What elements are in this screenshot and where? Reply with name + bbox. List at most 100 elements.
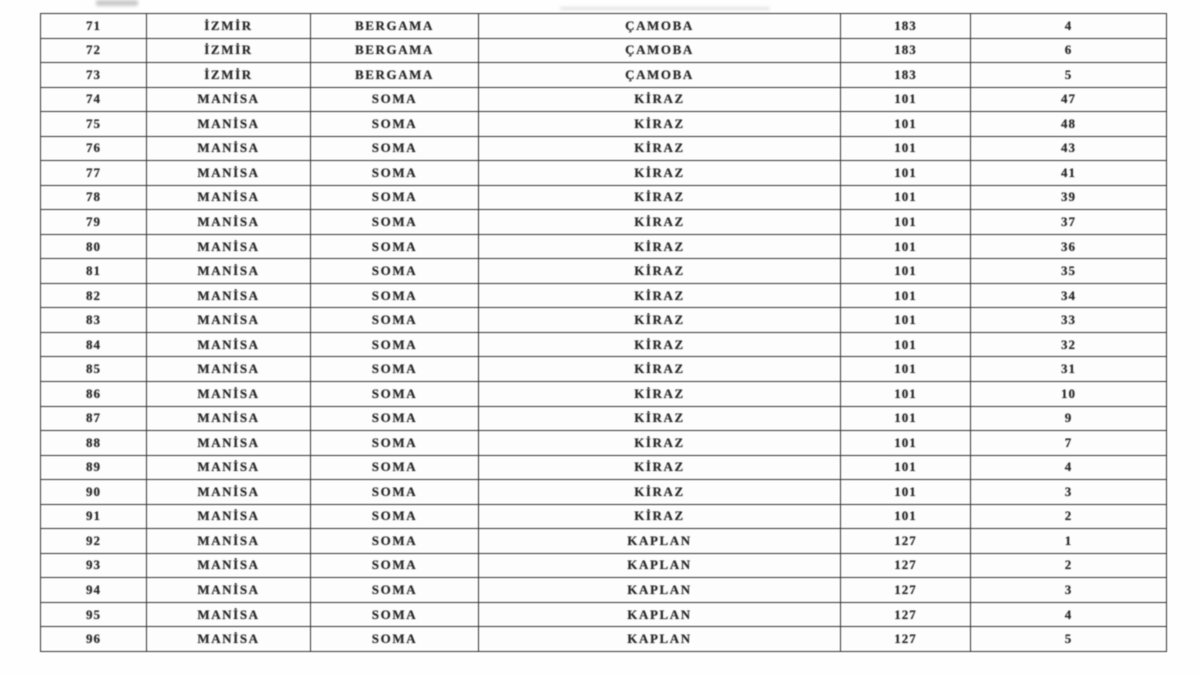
cell-village: KİRAZ — [478, 111, 841, 137]
table-row: 76 MANİSA SOMA KİRAZ 101 43 — [40, 135, 1167, 162]
cell-province: MANİSA — [146, 626, 311, 652]
cell-row-number: 87 — [40, 405, 147, 432]
cell-count: 39 — [970, 184, 1167, 211]
cell-row-number: 80 — [40, 233, 147, 260]
data-table: 71 İZMİR BERGAMA ÇAMOBA 183 4 72 İZMİR BERGAMA ÇA… — [40, 13, 1167, 652]
cell-row-number: 77 — [40, 160, 147, 186]
cell-district: SOMA — [310, 282, 479, 309]
table-row: 96 MANİSA SOMA KAPLAN 127 5 — [40, 626, 1167, 652]
cell-district: SOMA — [310, 577, 479, 603]
table-row: 93 MANİSA SOMA KAPLAN 127 2 — [40, 552, 1167, 579]
table-row: 79 MANİSA SOMA KİRAZ 101 37 — [40, 209, 1167, 235]
cell-village: KİRAZ — [478, 258, 841, 284]
cell-row-number: 71 — [40, 13, 147, 39]
cell-code: 101 — [840, 258, 971, 284]
cell-village: ÇAMOBA — [478, 13, 841, 39]
cell-district: SOMA — [310, 233, 479, 260]
cell-province: MANİSA — [146, 601, 311, 628]
table-row: 95 MANİSA SOMA KAPLAN 127 4 — [40, 601, 1167, 628]
cell-row-number: 83 — [40, 307, 147, 333]
cell-province: MANİSA — [146, 135, 311, 162]
cell-province: MANİSA — [146, 282, 311, 309]
cell-province: MANİSA — [146, 356, 311, 382]
cell-village: ÇAMOBA — [478, 62, 841, 88]
cell-district: SOMA — [310, 405, 479, 432]
cell-count: 35 — [970, 258, 1167, 284]
cell-district: SOMA — [310, 626, 479, 652]
cell-row-number: 79 — [40, 209, 147, 235]
cell-province: MANİSA — [146, 233, 311, 260]
cell-count: 10 — [970, 380, 1167, 407]
cell-village: KİRAZ — [478, 233, 841, 260]
cell-village: KİRAZ — [478, 503, 841, 530]
table-row: 86 MANİSA SOMA KİRAZ 101 10 — [40, 380, 1167, 407]
table-row: 91 MANİSA SOMA KİRAZ 101 2 — [40, 503, 1167, 530]
cell-count: 34 — [970, 282, 1167, 309]
cell-row-number: 90 — [40, 479, 147, 505]
cell-row-number: 96 — [40, 626, 147, 652]
cell-count: 3 — [970, 479, 1167, 505]
cell-count: 32 — [970, 331, 1167, 358]
cell-row-number: 72 — [40, 37, 147, 64]
cell-code: 127 — [840, 601, 971, 628]
table-row: 83 MANİSA SOMA KİRAZ 101 33 — [40, 307, 1167, 333]
cell-province: MANİSA — [146, 184, 311, 211]
cell-row-number: 74 — [40, 86, 147, 113]
cell-district: BERGAMA — [310, 62, 479, 88]
cell-code: 101 — [840, 86, 971, 113]
cell-row-number: 95 — [40, 601, 147, 628]
cell-province: İZMİR — [146, 62, 311, 88]
table-row: 88 MANİSA SOMA KİRAZ 101 7 — [40, 430, 1167, 456]
table-row: 75 MANİSA SOMA KİRAZ 101 48 — [40, 111, 1167, 137]
table-row: 90 MANİSA SOMA KİRAZ 101 3 — [40, 479, 1167, 505]
cell-district: SOMA — [310, 430, 479, 456]
table-row: 92 MANİSA SOMA KAPLAN 127 1 — [40, 528, 1167, 554]
cell-count: 1 — [970, 528, 1167, 554]
cell-district: SOMA — [310, 552, 479, 579]
cell-province: MANİSA — [146, 479, 311, 505]
table-row: 80 MANİSA SOMA KİRAZ 101 36 — [40, 233, 1167, 260]
cell-code: 101 — [840, 307, 971, 333]
cell-district: SOMA — [310, 160, 479, 186]
cell-district: BERGAMA — [310, 13, 479, 39]
cell-code: 101 — [840, 135, 971, 162]
cell-district: SOMA — [310, 528, 479, 554]
table-row: 71 İZMİR BERGAMA ÇAMOBA 183 4 — [40, 13, 1167, 39]
cell-district: SOMA — [310, 111, 479, 137]
cell-province: MANİSA — [146, 430, 311, 456]
scan-smudge — [96, 0, 138, 6]
cell-village: KAPLAN — [478, 577, 841, 603]
cell-village: KİRAZ — [478, 454, 841, 481]
cell-district: SOMA — [310, 135, 479, 162]
cell-district: SOMA — [310, 86, 479, 113]
cell-code: 101 — [840, 380, 971, 407]
cell-district: SOMA — [310, 380, 479, 407]
cell-village: KAPLAN — [478, 601, 841, 628]
cell-row-number: 75 — [40, 111, 147, 137]
table-row: 89 MANİSA SOMA KİRAZ 101 4 — [40, 454, 1167, 481]
cell-district: SOMA — [310, 209, 479, 235]
table-row: 94 MANİSA SOMA KAPLAN 127 3 — [40, 577, 1167, 603]
cell-village: KİRAZ — [478, 160, 841, 186]
cell-count: 4 — [970, 454, 1167, 481]
table-row: 73 İZMİR BERGAMA ÇAMOBA 183 5 — [40, 62, 1167, 88]
cell-row-number: 94 — [40, 577, 147, 603]
table-row: 72 İZMİR BERGAMA ÇAMOBA 183 6 — [40, 37, 1167, 64]
cell-row-number: 76 — [40, 135, 147, 162]
cell-village: KİRAZ — [478, 209, 841, 235]
cell-code: 183 — [840, 37, 971, 64]
cell-count: 4 — [970, 13, 1167, 39]
cell-village: KİRAZ — [478, 282, 841, 309]
cell-code: 101 — [840, 503, 971, 530]
table-row: 87 MANİSA SOMA KİRAZ 101 9 — [40, 405, 1167, 432]
table-row: 85 MANİSA SOMA KİRAZ 101 31 — [40, 356, 1167, 382]
cell-row-number: 81 — [40, 258, 147, 284]
cell-village: KİRAZ — [478, 331, 841, 358]
cell-village: KAPLAN — [478, 552, 841, 579]
cell-count: 2 — [970, 552, 1167, 579]
cell-count: 6 — [970, 37, 1167, 64]
cell-province: MANİSA — [146, 380, 311, 407]
cell-district: SOMA — [310, 331, 479, 358]
table-body: 71 İZMİR BERGAMA ÇAMOBA 183 4 72 İZMİR BERGAMA ÇA… — [40, 13, 1167, 652]
cell-village: KİRAZ — [478, 356, 841, 382]
